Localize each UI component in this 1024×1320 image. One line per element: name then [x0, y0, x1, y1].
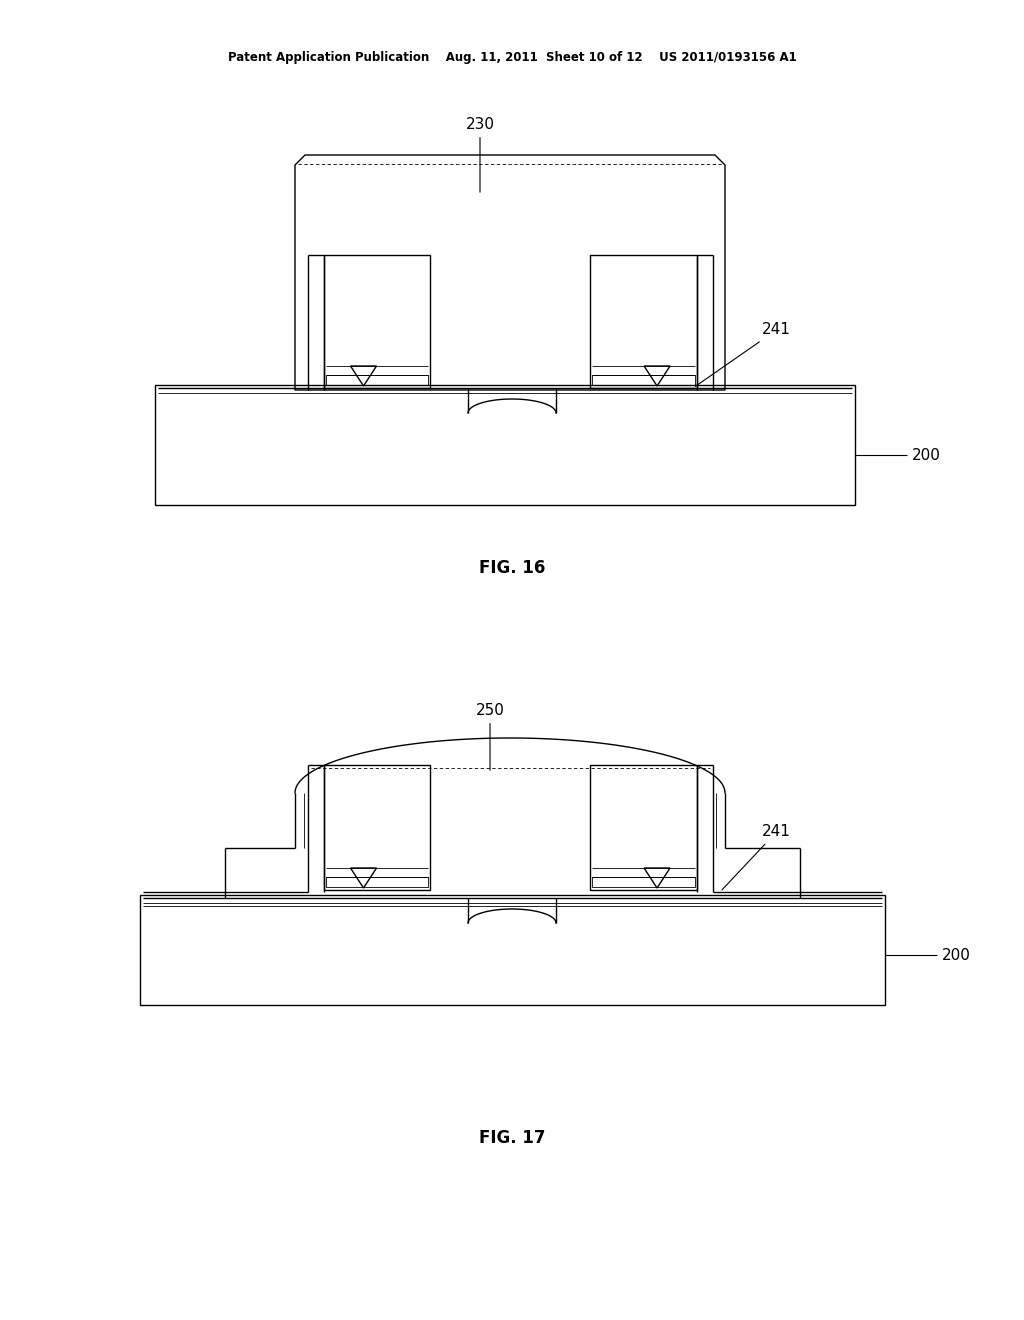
Text: 230: 230 — [466, 117, 495, 193]
Text: 241: 241 — [722, 825, 791, 890]
Text: 250: 250 — [475, 704, 505, 771]
Text: FIG. 17: FIG. 17 — [479, 1129, 545, 1147]
Text: Patent Application Publication    Aug. 11, 2011  Sheet 10 of 12    US 2011/01931: Patent Application Publication Aug. 11, … — [227, 51, 797, 65]
Text: 200: 200 — [912, 447, 941, 462]
Text: FIG. 16: FIG. 16 — [479, 558, 545, 577]
Text: 241: 241 — [695, 322, 791, 387]
Text: 200: 200 — [942, 948, 971, 962]
